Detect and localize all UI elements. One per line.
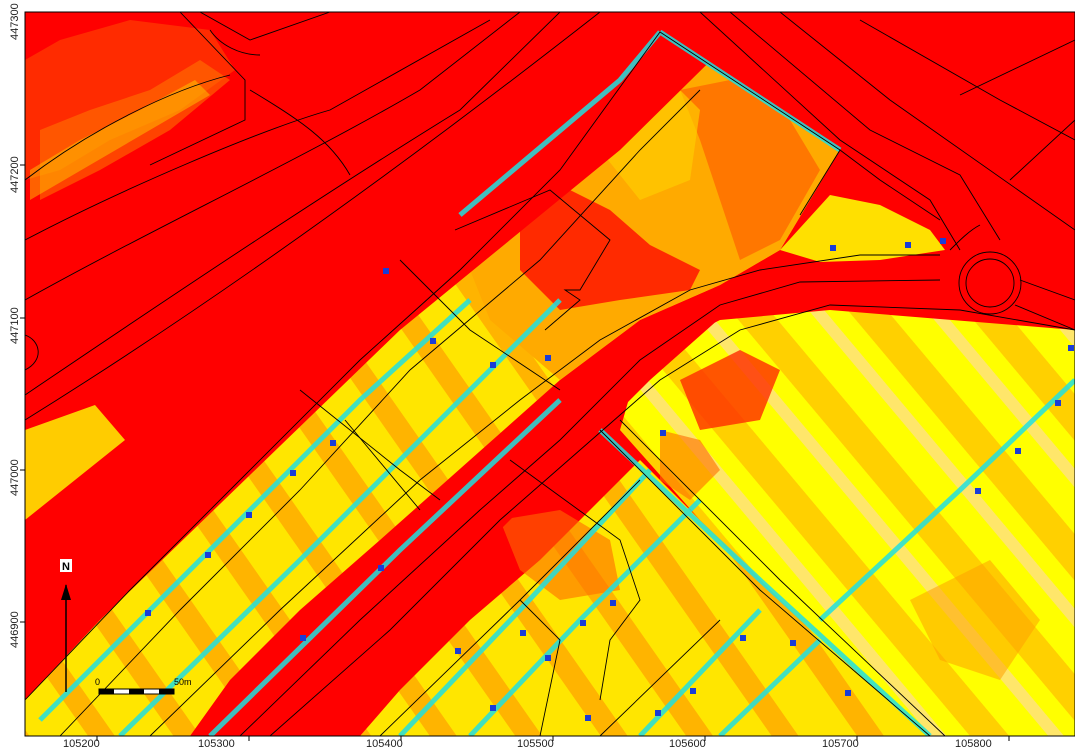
- x-tick-label: 105200: [63, 738, 100, 750]
- y-tick-label: 447200: [9, 156, 21, 193]
- x-tick-label: 105700: [822, 738, 859, 750]
- parcel-outlines: [25, 12, 1075, 736]
- map-border: [24, 11, 1075, 737]
- y-axis: 447300 447200 447100 447000 446900: [9, 3, 25, 648]
- x-tick-label: 105500: [517, 738, 554, 750]
- y-tick-label: 446900: [9, 611, 21, 648]
- scale-end-label: 50m: [174, 677, 192, 687]
- x-axis: 105200 105300 105400 105500 105600 10570…: [63, 736, 1010, 750]
- x-tick-label: 105400: [366, 738, 403, 750]
- north-arrow-icon: N: [60, 559, 72, 692]
- y-tick-label: 447100: [9, 307, 21, 344]
- low-value-points: [145, 238, 1074, 721]
- x-tick-label: 105800: [955, 738, 992, 750]
- x-tick-label: 105300: [198, 738, 235, 750]
- north-label: N: [62, 561, 70, 573]
- y-tick-label: 447300: [9, 3, 21, 40]
- scale-bar: 0 50m: [95, 677, 192, 695]
- scale-start-label: 0: [95, 677, 100, 687]
- y-tick-label: 447000: [9, 459, 21, 496]
- x-tick-label: 105600: [669, 738, 706, 750]
- map-raster: [25, 12, 1075, 736]
